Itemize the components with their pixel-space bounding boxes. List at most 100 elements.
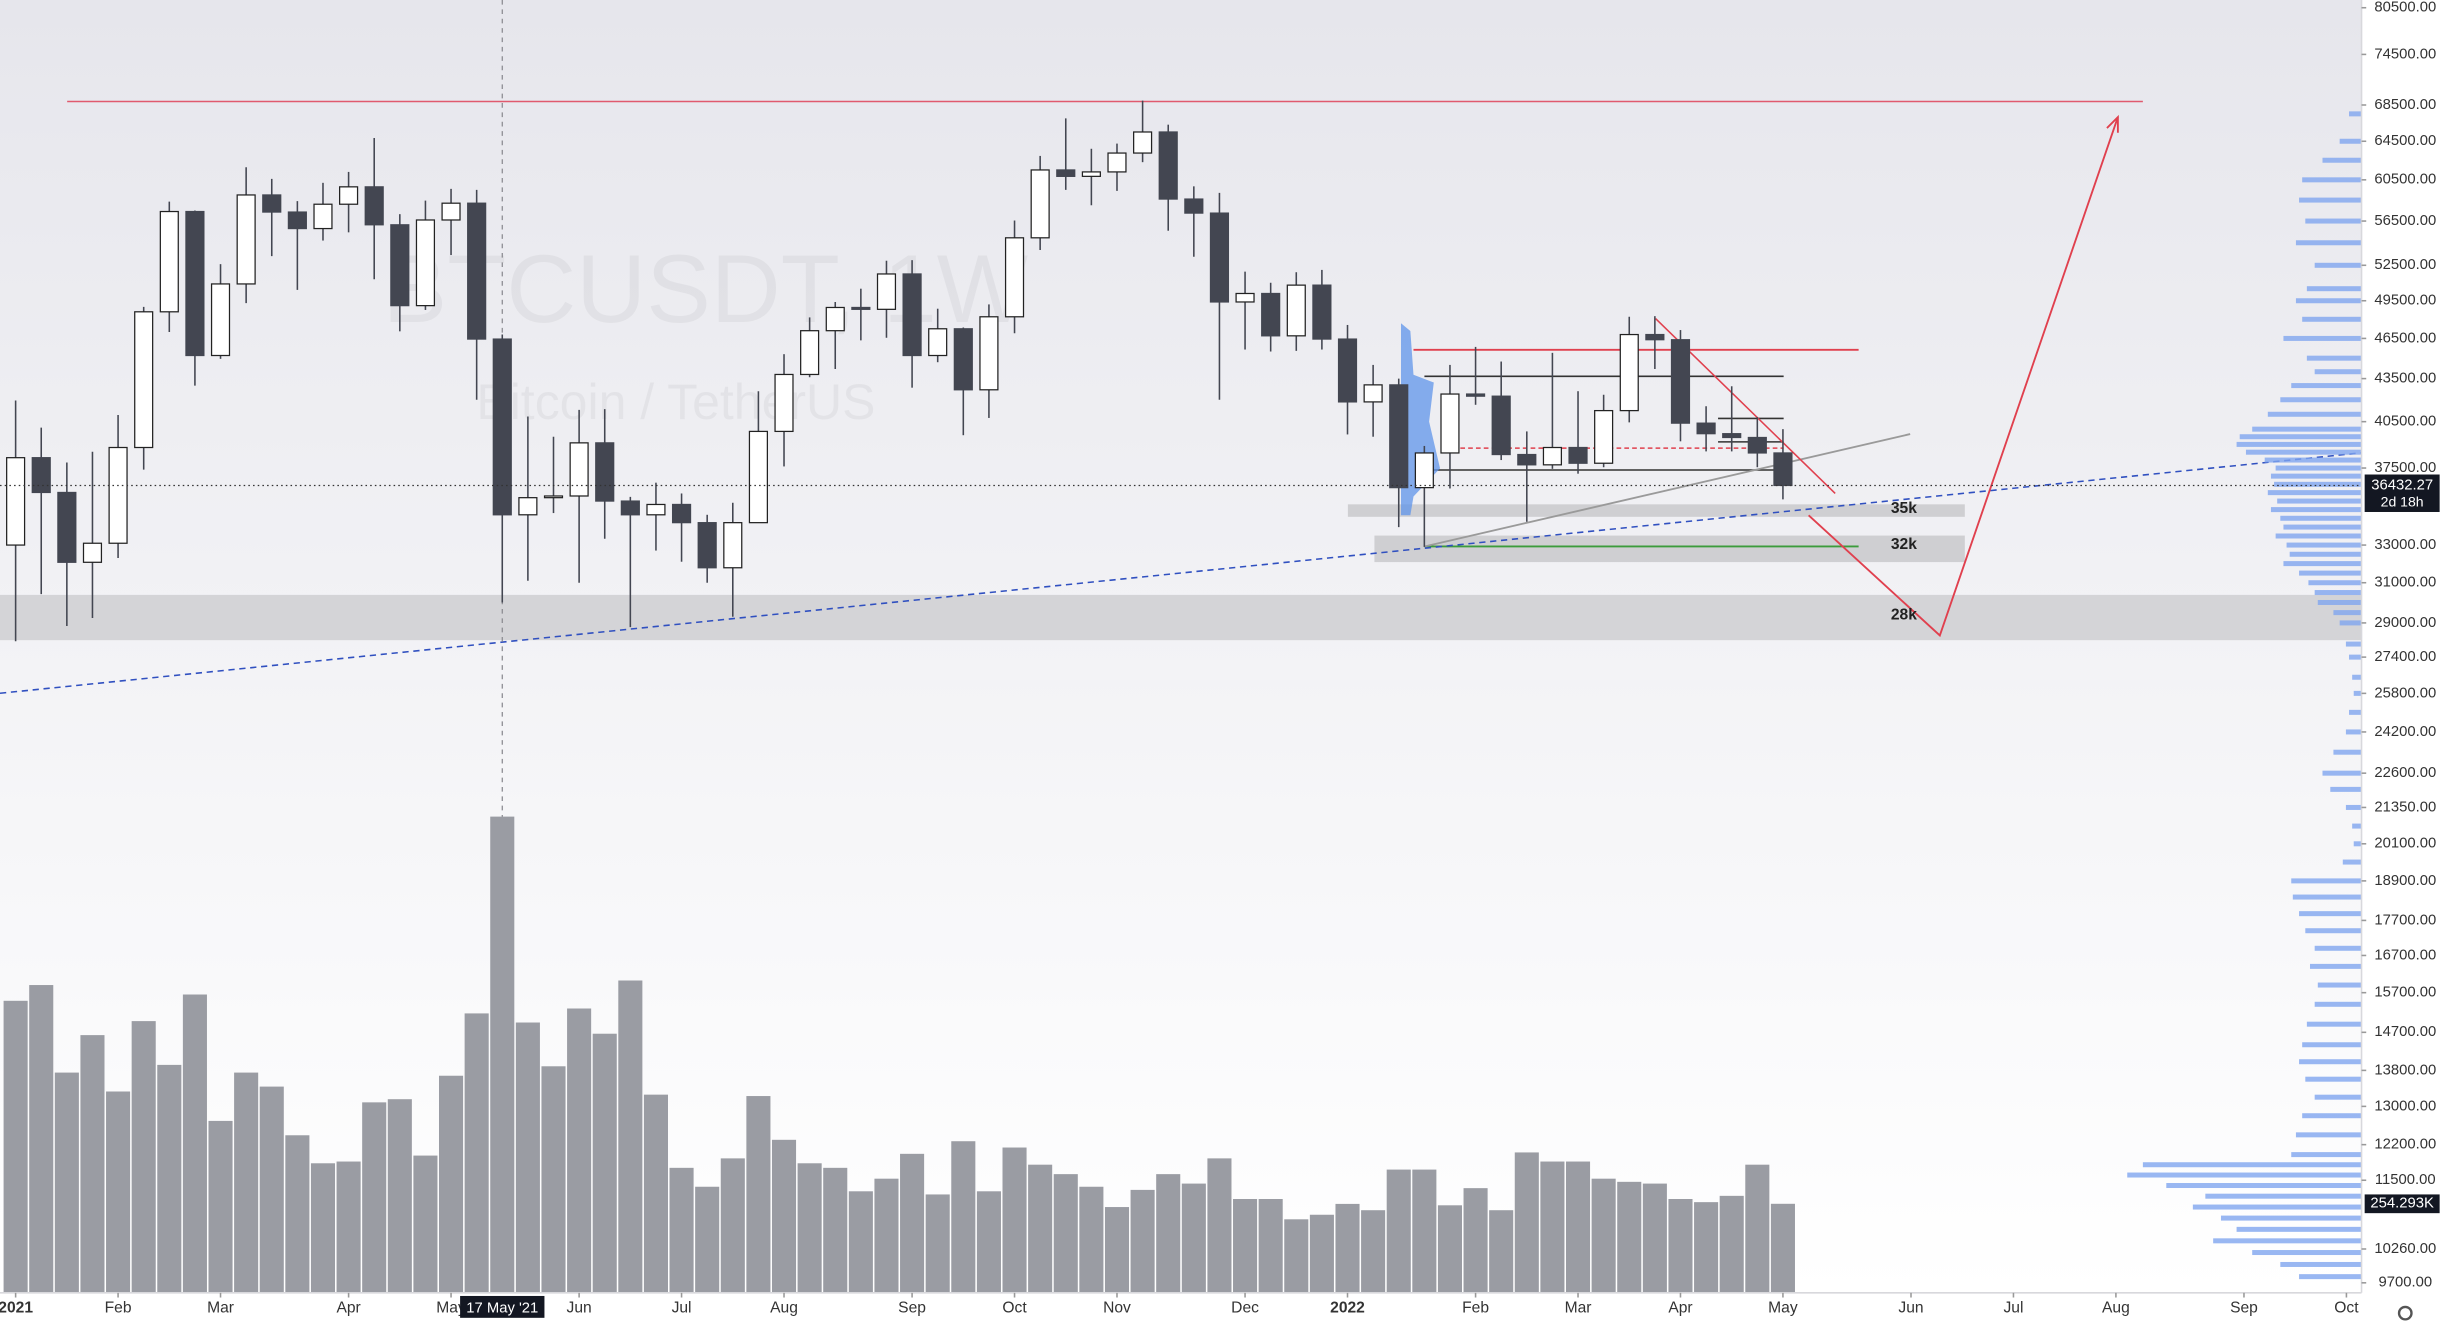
y-tick-label: 25800.00 <box>2374 685 2436 701</box>
volume-bar <box>464 1013 489 1293</box>
candle-body <box>236 194 256 285</box>
candle-body <box>1158 131 1178 200</box>
candle-body <box>441 202 461 221</box>
crosshair-badge <box>460 1295 545 1318</box>
support-zone <box>1374 535 1965 563</box>
volume-profile-bar <box>2342 859 2362 865</box>
volume-profile-bar <box>2333 610 2362 616</box>
volume-bar <box>54 1072 79 1293</box>
candle-body <box>1440 393 1460 454</box>
volume-profile-bar <box>2295 1132 2362 1138</box>
series-layer <box>0 0 2362 1293</box>
volume-profile-bar <box>2275 465 2362 471</box>
volume-profile-bar <box>2317 982 2362 988</box>
y-tick-label: 37500.00 <box>2374 460 2436 476</box>
volume-bar <box>106 1091 131 1293</box>
volume-profile-bar <box>2299 911 2362 917</box>
y-tick-label: 24200.00 <box>2374 724 2436 740</box>
candle-body <box>595 442 615 502</box>
candle-body <box>1747 436 1767 454</box>
candle-body <box>1337 338 1358 403</box>
candle-body <box>364 186 384 226</box>
y-tick-label: 20100.00 <box>2374 836 2436 852</box>
volume-bar <box>1489 1210 1514 1293</box>
volume-profile-bar <box>2280 515 2362 521</box>
volume-profile-bar <box>2245 449 2362 455</box>
y-tick-label: 33000.00 <box>2374 537 2436 553</box>
candle-body <box>1261 292 1281 337</box>
volume-bar <box>1258 1198 1283 1293</box>
volume-bar <box>900 1153 925 1293</box>
x-tick-label: Dec <box>1231 1300 1259 1317</box>
volume-bar <box>208 1120 233 1293</box>
volume-bar <box>1156 1174 1181 1293</box>
x-tick-label: Mar <box>1565 1300 1592 1317</box>
volume-badge <box>2364 1194 2440 1214</box>
volume-bar <box>259 1086 284 1293</box>
x-tick-label: Feb <box>105 1300 132 1317</box>
volume-profile-bar <box>2267 411 2362 417</box>
candle-body <box>543 495 564 499</box>
volume-bar <box>669 1167 694 1293</box>
candle-body <box>1030 169 1050 239</box>
volume-bar <box>695 1186 720 1293</box>
volume-profile-bar <box>2236 1226 2362 1232</box>
volume-profile-bar <box>2314 590 2362 596</box>
volume-profile-bar <box>2305 1076 2362 1082</box>
volume-profile-bar <box>2309 963 2362 969</box>
volume-profile-bar <box>2283 335 2362 341</box>
volume-bar <box>797 1163 822 1293</box>
volume-profile-bar <box>2322 770 2362 776</box>
volume-bar <box>1028 1164 1053 1293</box>
candle-body <box>1133 131 1153 154</box>
candle-body <box>1363 384 1383 403</box>
volume-bar <box>80 1035 105 1293</box>
settings-icon[interactable] <box>2397 1305 2413 1321</box>
volume-bar <box>1079 1186 1104 1293</box>
last-price-badge <box>2364 474 2440 512</box>
volume-bar <box>925 1194 950 1293</box>
volume-profile-bar <box>2314 945 2362 951</box>
x-tick-label: Apr <box>1668 1300 1692 1317</box>
volume-bar <box>362 1102 387 1293</box>
volume-bar <box>285 1135 310 1293</box>
volume-bar <box>413 1155 438 1293</box>
x-tick-label: Jul <box>672 1300 692 1317</box>
x-tick-label: Jun <box>1898 1300 1923 1317</box>
candle-body <box>339 186 359 205</box>
volume-bar <box>1437 1205 1463 1293</box>
candle-body <box>646 503 666 516</box>
support-zone <box>0 594 2362 641</box>
candle-body <box>1722 433 1742 439</box>
x-tick-label: Apr <box>336 1300 360 1317</box>
x-tick-label: Jul <box>2003 1300 2023 1317</box>
y-tick-label: 13000.00 <box>2374 1098 2436 1114</box>
x-tick-label: Sep <box>2230 1300 2258 1317</box>
y-tick-label: 43500.00 <box>2374 371 2436 387</box>
candle-body <box>1773 452 1793 487</box>
volume-profile-bar <box>2127 1172 2362 1178</box>
projection-path <box>1808 116 2119 638</box>
volume-bar <box>567 1008 592 1293</box>
x-tick-label: Oct <box>1002 1300 1027 1317</box>
y-tick-label: 22600.00 <box>2374 765 2436 781</box>
volume-bar <box>310 1163 336 1293</box>
candle-body <box>1414 452 1434 489</box>
volume-profile-bar <box>2270 473 2362 479</box>
y-tick-label: 60500.00 <box>2374 172 2436 188</box>
candle-body <box>825 306 845 332</box>
y-tick-label: 17700.00 <box>2374 912 2436 928</box>
trend-line <box>1424 433 1911 548</box>
candle-body <box>1542 446 1563 466</box>
volume-bar <box>976 1191 1001 1293</box>
volume-profile-bar <box>2252 426 2362 432</box>
candle-body <box>1184 198 1204 214</box>
y-tick-label: 64500.00 <box>2374 133 2436 149</box>
y-tick-label: 52500.00 <box>2374 257 2436 273</box>
volume-profile-bar <box>2314 1094 2362 1100</box>
volume-profile-bar <box>2306 355 2362 361</box>
support-zone <box>1347 504 1965 517</box>
y-tick-label: 56500.00 <box>2374 213 2436 229</box>
